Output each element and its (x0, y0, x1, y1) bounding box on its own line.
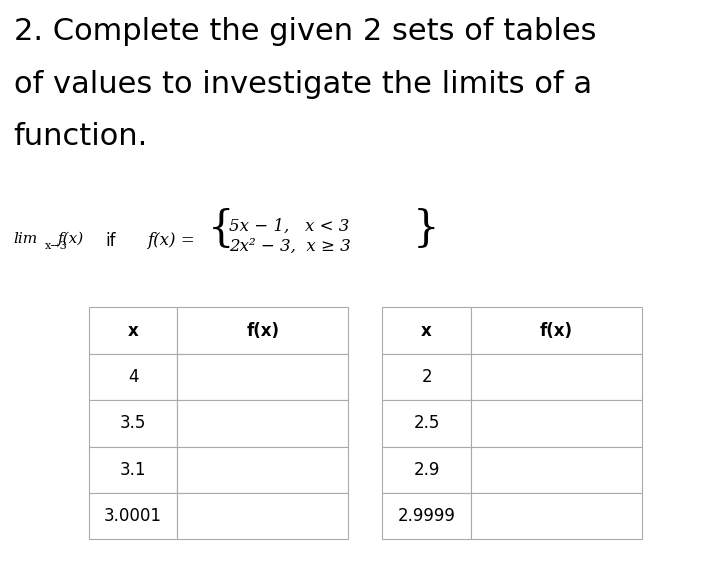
Text: x: x (128, 321, 139, 340)
Bar (383, 307, 471, 354)
Bar (88, 447, 178, 493)
Text: function.: function. (14, 122, 148, 151)
Text: {: { (209, 208, 234, 250)
Text: x→3: x→3 (45, 241, 67, 251)
Bar (88, 493, 178, 539)
Text: 3.1: 3.1 (120, 461, 147, 479)
Bar (88, 307, 178, 354)
Bar (383, 354, 471, 400)
Bar (383, 447, 471, 493)
Text: 4: 4 (128, 368, 138, 386)
Text: 2.9999: 2.9999 (398, 507, 456, 525)
Text: 2.5: 2.5 (413, 414, 440, 433)
Text: 2: 2 (421, 368, 432, 386)
Bar (471, 447, 641, 493)
Bar (471, 400, 641, 447)
Text: }: } (413, 208, 439, 250)
Text: if: if (106, 232, 116, 250)
Bar (88, 400, 178, 447)
Text: 3.5: 3.5 (120, 414, 146, 433)
Bar (178, 493, 348, 539)
Text: 2x² − 3,  x ≥ 3: 2x² − 3, x ≥ 3 (229, 238, 350, 255)
Bar (88, 354, 178, 400)
Text: 3.0001: 3.0001 (104, 507, 162, 525)
Text: f(x) =: f(x) = (147, 232, 194, 249)
Bar (471, 307, 641, 354)
Text: f(x): f(x) (540, 321, 573, 340)
Bar (383, 493, 471, 539)
Text: f(x): f(x) (58, 232, 84, 246)
Bar (383, 400, 471, 447)
Bar (178, 400, 348, 447)
Bar (178, 307, 348, 354)
Text: 2.9: 2.9 (413, 461, 440, 479)
Bar (471, 493, 641, 539)
Text: of values to investigate the limits of a: of values to investigate the limits of a (14, 70, 592, 99)
Text: lim: lim (14, 232, 38, 246)
Text: 5x − 1,   x < 3: 5x − 1, x < 3 (229, 218, 349, 234)
Bar (178, 354, 348, 400)
Bar (471, 354, 641, 400)
Text: x: x (421, 321, 432, 340)
Text: f(x): f(x) (247, 321, 279, 340)
Text: 2. Complete the given 2 sets of tables: 2. Complete the given 2 sets of tables (14, 17, 596, 46)
Bar (178, 447, 348, 493)
